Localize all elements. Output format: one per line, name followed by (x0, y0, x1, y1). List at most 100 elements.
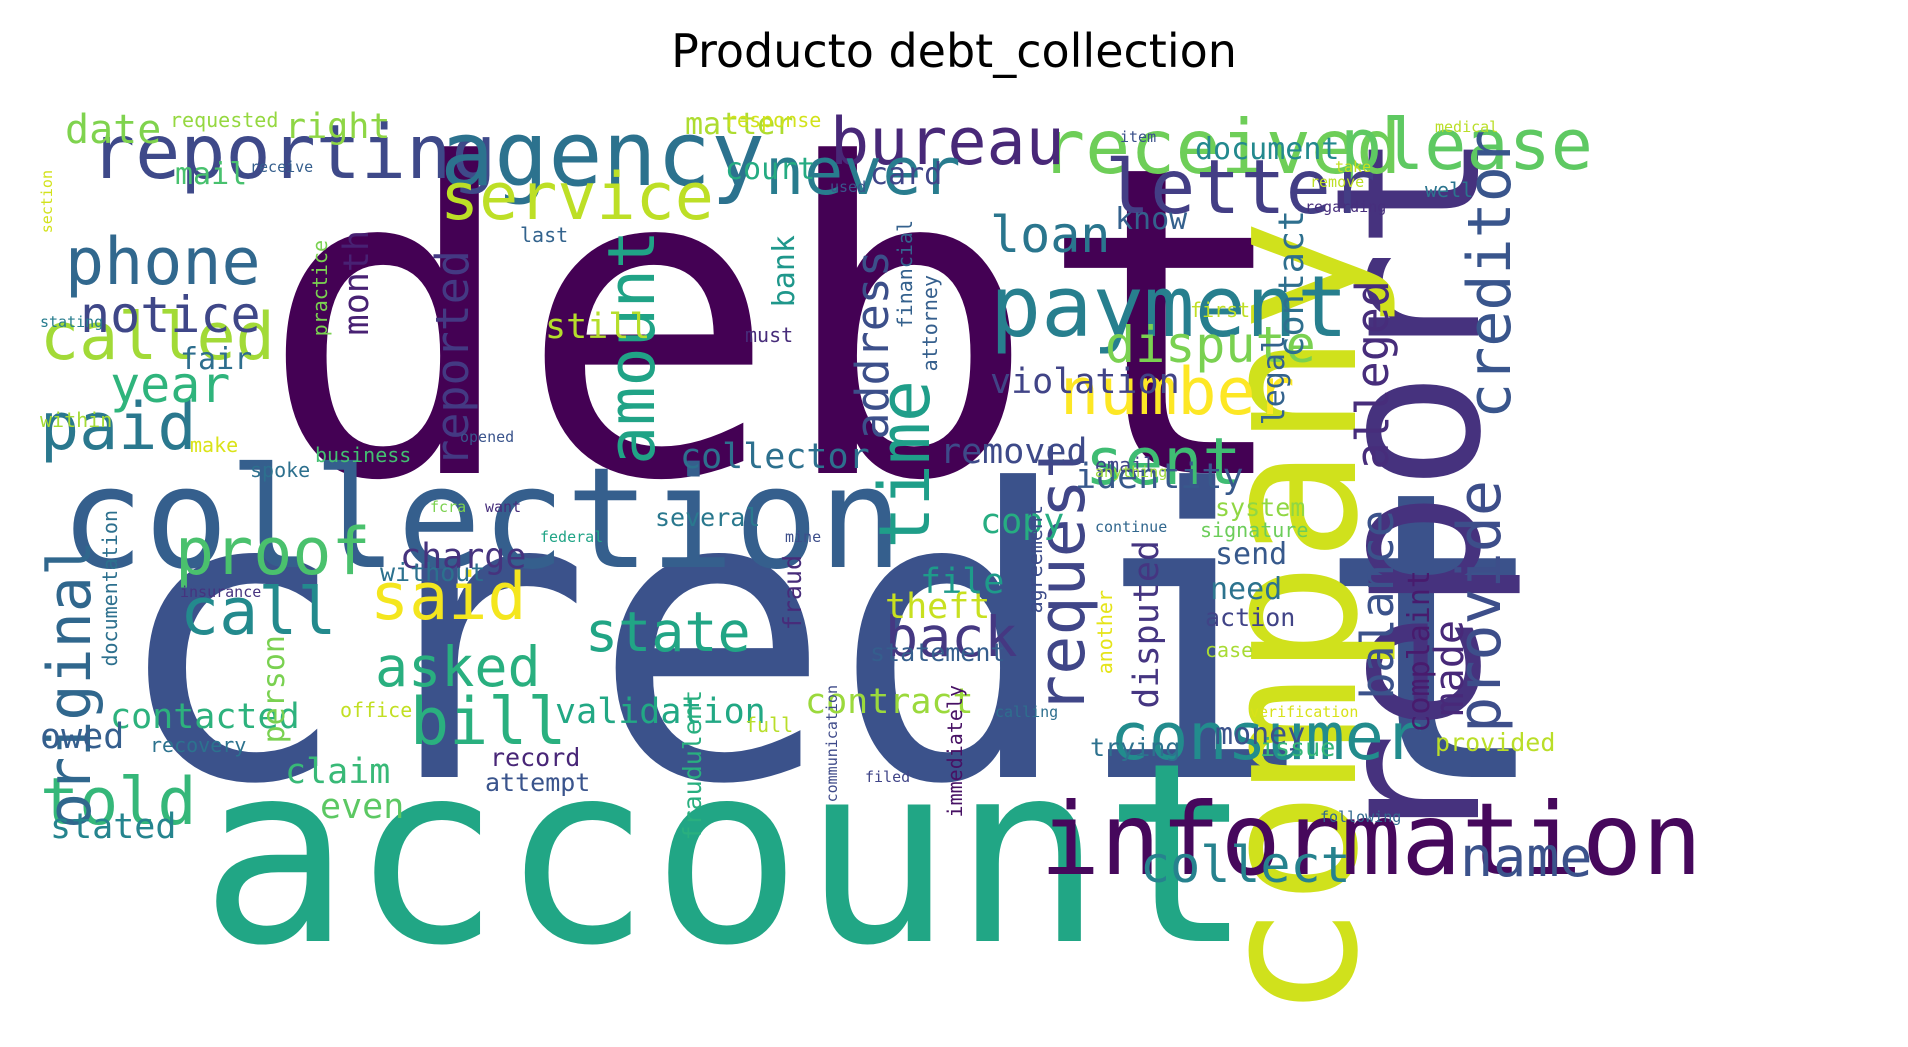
word-amount: amount (595, 230, 670, 465)
word-practice: practice (308, 240, 332, 337)
word-dispute: dispute (1105, 316, 1316, 374)
word-validation: validation (555, 692, 766, 732)
word-office: office (340, 698, 413, 722)
word-within: within (40, 408, 113, 432)
word-identity: identity (1075, 457, 1244, 497)
word-anything: anything (1095, 463, 1168, 481)
word-back: back (885, 605, 1018, 669)
word-paid: paid (40, 390, 197, 465)
word-violation: violation (990, 362, 1180, 402)
word-contract: contract (805, 682, 974, 722)
word-name: name (1460, 825, 1593, 889)
word-want: want (485, 498, 522, 516)
word-stating: stating (40, 313, 104, 331)
word-information: information (1040, 781, 1703, 898)
word-disputed: disputed (1127, 540, 1167, 709)
word-debt: debt (260, 110, 1296, 575)
word-received: received (1040, 110, 1402, 191)
word-issue: issue (1260, 733, 1336, 762)
word-first: first (1190, 298, 1251, 322)
word-please: please (1340, 110, 1593, 186)
word-response: response (725, 110, 822, 132)
word-attorney: attorney (918, 275, 942, 372)
word-notice: notice (80, 286, 261, 344)
word-person: person (257, 635, 292, 744)
word-requested: requested (170, 110, 279, 132)
word-mail: mail (175, 157, 248, 192)
word-documentation: documentation (98, 510, 122, 667)
word-trying: trying (1090, 733, 1181, 762)
word-fcra: fcra (430, 498, 467, 516)
word-complaint: complaint (1402, 570, 1437, 733)
word-continue: continue (1095, 518, 1168, 536)
word-month: month (337, 230, 377, 336)
word-must: must (745, 323, 794, 347)
word-email: email (1095, 453, 1156, 477)
word-told: told (40, 765, 197, 840)
word-agreement: agreement (1023, 505, 1047, 614)
word-used: used (830, 178, 867, 196)
word-alleged: alleged (1346, 280, 1399, 470)
word-calling: calling (995, 703, 1059, 721)
word-fair: fair (180, 342, 253, 377)
word-system: system (1215, 493, 1306, 522)
word-attempt: attempt (485, 768, 591, 797)
word-agency: agency (440, 110, 766, 207)
word-asked: asked (375, 635, 541, 699)
word-owed: owed (40, 717, 125, 757)
word-address: address (846, 250, 899, 440)
word-removed: removed (940, 432, 1088, 472)
word-immediately: immediately (943, 685, 967, 818)
word-date: date (65, 110, 162, 153)
word-business: business (315, 443, 412, 467)
word-federal: federal (540, 528, 604, 546)
word-fraudulent: fraudulent (678, 690, 707, 841)
word-collect: collect (1140, 836, 1351, 894)
word-state: state (585, 600, 751, 664)
word-never: never (765, 135, 961, 210)
word-theft: theft (885, 587, 991, 627)
word-card: card (870, 157, 943, 192)
word-credit: credit (110, 407, 1555, 872)
word-statement: statement (870, 638, 1006, 667)
word-full: full (745, 713, 794, 737)
word-provided: provided (1435, 728, 1556, 757)
word-regarding: regarding (1305, 198, 1387, 216)
word-record: record (490, 743, 581, 772)
word-without: without (380, 558, 486, 587)
word-financial: financial (893, 220, 917, 329)
word-insurance: insurance (180, 583, 262, 601)
word-several: several (655, 503, 761, 532)
word-service: service (440, 160, 714, 235)
word-contacted: contacted (110, 697, 300, 737)
page-title: Producto debt_collection (671, 24, 1237, 78)
word-communication: communication (823, 685, 841, 803)
word-signature: signature (1200, 518, 1309, 542)
word-creditor: creditor (1455, 130, 1525, 419)
word-collection: collection (60, 438, 903, 601)
word-bureau: bureau (830, 110, 1065, 180)
word-following: following (1320, 808, 1402, 826)
word-phone: phone (65, 225, 261, 300)
word-still: still (545, 307, 651, 347)
word-mine: mine (785, 528, 822, 546)
word-another: another (1093, 590, 1117, 675)
word-recovery: recovery (150, 733, 247, 757)
word-case: case (1205, 638, 1254, 662)
word-medical: medical (1435, 118, 1499, 136)
word-letter: letter (1105, 143, 1376, 231)
word-receive: receive (250, 158, 314, 176)
word-last: last (520, 223, 569, 247)
word-section: section (40, 170, 56, 234)
word-cloud: debt credit account collection report company… (40, 110, 1880, 1020)
word-fraud: fraud (778, 555, 807, 631)
word-document: document (1195, 132, 1340, 167)
word-call: call (180, 575, 337, 650)
word-bill: bill (410, 685, 567, 760)
word-money: money (1215, 717, 1306, 752)
word-court: court (725, 152, 816, 187)
word-filed: filed (865, 768, 911, 786)
word-need: need (1210, 572, 1283, 607)
word-file: file (920, 562, 1005, 602)
word-number: number (1060, 355, 1295, 430)
